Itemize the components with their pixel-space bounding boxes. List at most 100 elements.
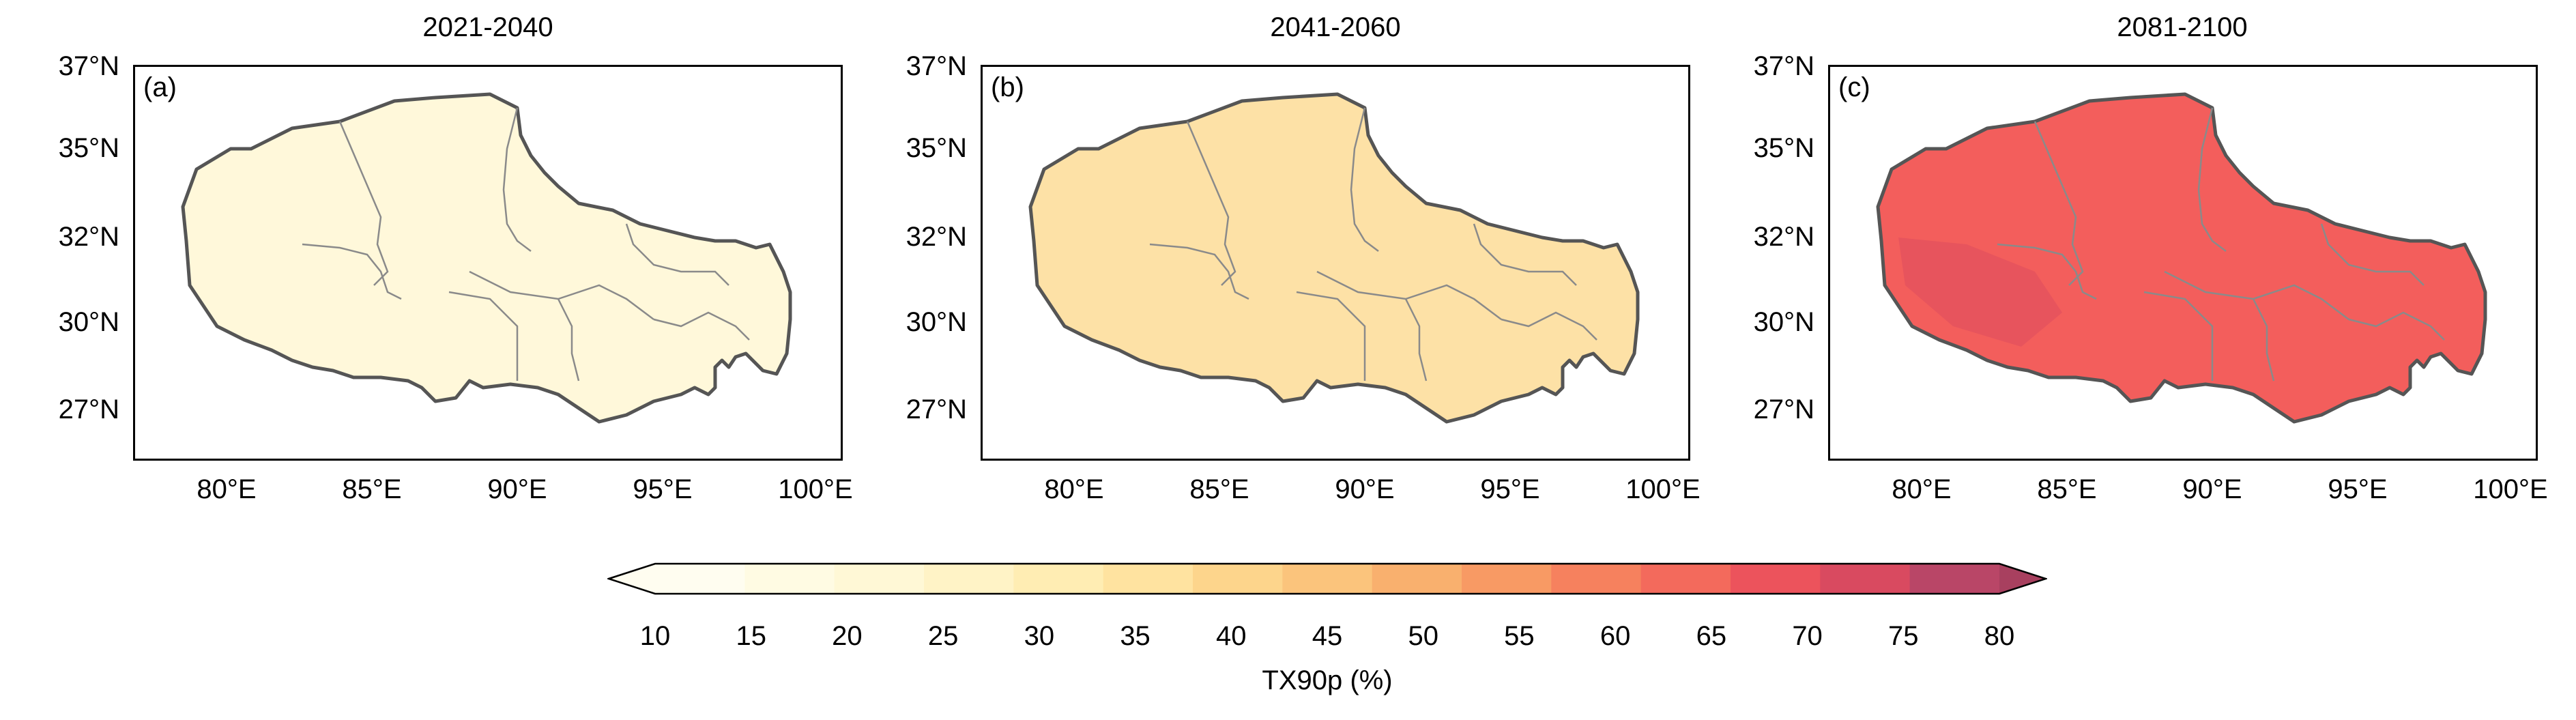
colorbar-left-extend bbox=[609, 564, 655, 594]
high-value-area bbox=[1898, 237, 2062, 347]
y-tick-label: 27°N bbox=[58, 394, 119, 424]
colorbar-tick-label: 45 bbox=[1312, 621, 1343, 651]
colorbar-tick-label: 10 bbox=[639, 621, 671, 651]
map-panel-b: (b) bbox=[981, 65, 1690, 461]
colorbar-segment bbox=[1013, 564, 1104, 594]
y-tick-label: 32°N bbox=[58, 222, 119, 252]
panel-c-label: (c) bbox=[1838, 72, 1870, 102]
x-tick-label: 85°E bbox=[2037, 474, 2097, 504]
x-tick-label: 85°E bbox=[1189, 474, 1249, 504]
y-tick-label: 37°N bbox=[906, 51, 967, 81]
internal-boundary bbox=[2034, 121, 2084, 286]
internal-boundary bbox=[1296, 291, 1366, 381]
internal-boundary bbox=[2348, 311, 2445, 341]
colorbar-segment bbox=[834, 564, 925, 594]
x-tick-label: 90°E bbox=[2182, 474, 2242, 504]
colorbar-label: TX90p (%) bbox=[1262, 665, 1393, 695]
internal-boundary bbox=[502, 107, 532, 252]
map-panel-a: (a) bbox=[133, 65, 843, 461]
y-tick-label: 27°N bbox=[1753, 394, 1814, 424]
internal-boundary bbox=[1186, 121, 1236, 286]
colorbar-tick-label: 40 bbox=[1216, 621, 1247, 651]
colorbar-tick-label: 25 bbox=[927, 621, 959, 651]
internal-boundary bbox=[557, 298, 580, 381]
colorbar-segment bbox=[1282, 564, 1373, 594]
panel-a-label: (a) bbox=[143, 72, 177, 102]
internal-boundary bbox=[2197, 107, 2227, 252]
x-tick-label: 90°E bbox=[487, 474, 547, 504]
internal-boundary bbox=[2320, 223, 2425, 286]
colorbar-tick-label: 80 bbox=[1984, 621, 2015, 651]
x-tick-label: 95°E bbox=[1480, 474, 1540, 504]
colorbar-tick-label: 70 bbox=[1792, 621, 1823, 651]
internal-boundary bbox=[1501, 311, 1597, 341]
y-tick-label: 32°N bbox=[1753, 222, 1814, 252]
y-tick-label: 35°N bbox=[58, 133, 119, 163]
y-tick-label: 30°N bbox=[906, 307, 967, 337]
internal-boundary bbox=[469, 270, 654, 320]
internal-boundary bbox=[1997, 243, 2097, 300]
y-tick-label: 27°N bbox=[906, 394, 967, 424]
colorbar-segment bbox=[655, 564, 745, 594]
region-outline bbox=[1028, 92, 1640, 424]
x-tick-label: 100°E bbox=[778, 474, 853, 504]
internal-boundary bbox=[448, 291, 519, 381]
colorbar-segment bbox=[1640, 564, 1731, 594]
y-tick-label: 30°N bbox=[58, 307, 119, 337]
colorbar-segment bbox=[1103, 564, 1193, 594]
x-tick-label: 95°E bbox=[633, 474, 693, 504]
x-tick-label: 85°E bbox=[342, 474, 402, 504]
internal-boundary bbox=[2143, 291, 2214, 381]
x-tick-label: 80°E bbox=[1044, 474, 1104, 504]
internal-boundary bbox=[1316, 270, 1502, 320]
colorbar-segment bbox=[924, 564, 1014, 594]
colorbar-segment bbox=[1909, 564, 2000, 594]
colorbar-tick-label: 60 bbox=[1600, 621, 1631, 651]
map-panel-c: (c) bbox=[1828, 65, 2538, 461]
tibet-map-b bbox=[1028, 92, 1640, 424]
colorbar-svg bbox=[605, 562, 2049, 595]
x-tick-label: 100°E bbox=[1625, 474, 1701, 504]
internal-boundary bbox=[302, 243, 402, 300]
colorbar-segment bbox=[1193, 564, 1283, 594]
colorbar-tick-label: 15 bbox=[736, 621, 766, 651]
colorbar-tick-label: 55 bbox=[1504, 621, 1535, 651]
y-tick-label: 37°N bbox=[1753, 51, 1814, 81]
colorbar-outline bbox=[605, 562, 2049, 595]
colorbar-right-extend bbox=[1999, 564, 2046, 594]
x-tick-label: 100°E bbox=[2473, 474, 2548, 504]
colorbar-segment bbox=[744, 564, 835, 594]
colorbar-segment bbox=[1731, 564, 1821, 594]
x-tick-label: 80°E bbox=[197, 474, 257, 504]
colorbar bbox=[605, 558, 2049, 603]
colorbar-tick-label: 50 bbox=[1408, 621, 1438, 651]
colorbar-tick-label: 65 bbox=[1696, 621, 1727, 651]
y-tick-label: 30°N bbox=[1753, 307, 1814, 337]
x-tick-label: 90°E bbox=[1335, 474, 1395, 504]
colorbar-tick-label: 30 bbox=[1024, 621, 1055, 651]
internal-boundary bbox=[2252, 298, 2275, 381]
y-tick-label: 35°N bbox=[906, 133, 967, 163]
internal-boundary bbox=[2164, 270, 2349, 320]
region-outline bbox=[1876, 92, 2487, 424]
y-tick-label: 32°N bbox=[906, 222, 967, 252]
colorbar-tick-label: 75 bbox=[1888, 621, 1919, 651]
colorbar-segment bbox=[1820, 564, 1911, 594]
y-tick-label: 37°N bbox=[58, 51, 119, 81]
colorbar-segment bbox=[1551, 564, 1642, 594]
x-tick-label: 80°E bbox=[1892, 474, 1952, 504]
internal-boundary bbox=[625, 223, 729, 286]
colorbar-tick-label: 35 bbox=[1120, 621, 1150, 651]
internal-boundary bbox=[653, 311, 750, 341]
panel-a-title: 2021-2040 bbox=[422, 12, 553, 42]
internal-boundary bbox=[1350, 107, 1379, 252]
colorbar-segment bbox=[1462, 564, 1552, 594]
colorbar-segment bbox=[1372, 564, 1462, 594]
colorbar-tick-label: 20 bbox=[832, 621, 863, 651]
tibet-map-c bbox=[1876, 92, 2487, 424]
internal-boundary bbox=[1149, 243, 1249, 300]
internal-boundary bbox=[1404, 298, 1428, 381]
panel-c-title: 2081-2100 bbox=[2117, 12, 2248, 42]
x-tick-label: 95°E bbox=[2328, 474, 2388, 504]
panel-b-label: (b) bbox=[991, 72, 1024, 102]
